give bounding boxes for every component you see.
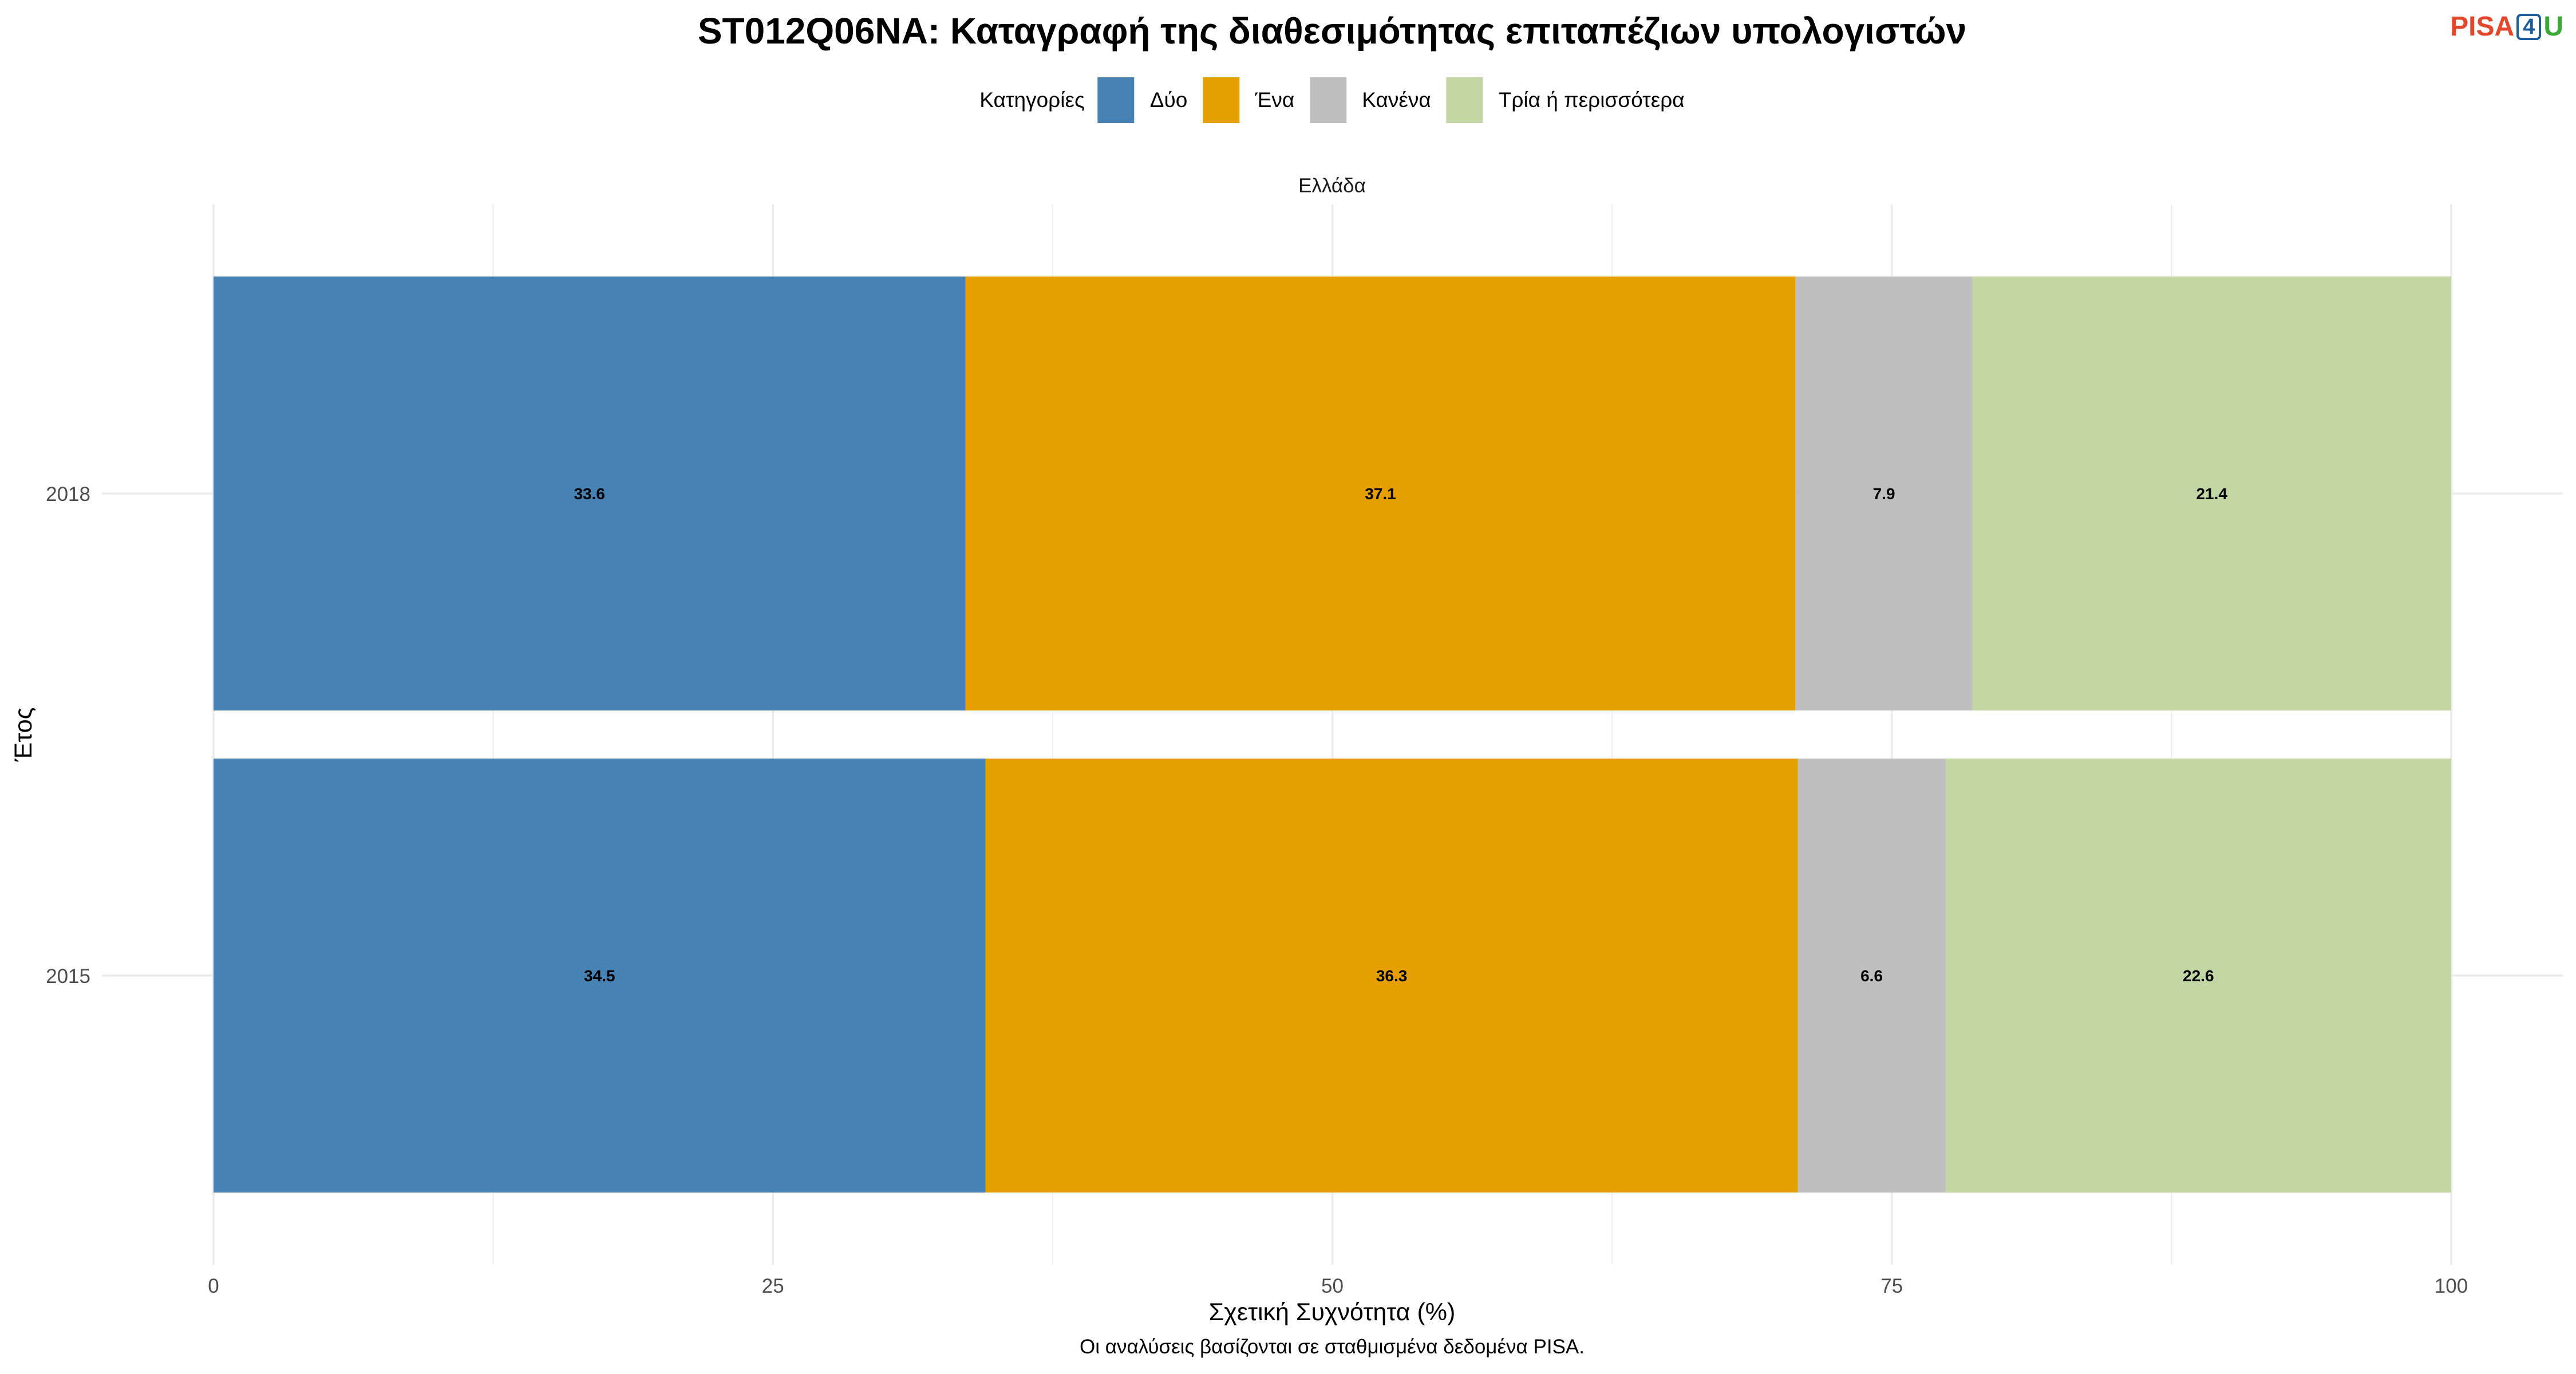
bar-label-2015-series-2: 6.6 — [1860, 967, 1883, 985]
legend-swatch — [1310, 77, 1347, 123]
legend-swatch — [1446, 77, 1483, 123]
legend-item: Δύο — [1097, 77, 1203, 123]
bars-layer — [214, 277, 2451, 1193]
y-axis-ticks: 2018 2015 — [46, 483, 90, 988]
x-tick-label: 0 — [208, 1275, 219, 1297]
caption: Οι αναλύσεις βασίζονται σε σταθμισμένα δ… — [1080, 1336, 1585, 1358]
bar-label-2015-series-3: 22.6 — [2183, 967, 2214, 985]
y-tick-label-2018: 2018 — [46, 483, 90, 506]
bar-label-2015-series-1: 36.3 — [1376, 967, 1408, 985]
bar-2018-series-2 — [1795, 277, 1973, 710]
y-axis-title: Έτος — [10, 708, 37, 763]
bar-label-2018-series-1: 37.1 — [1365, 485, 1396, 503]
facet-label: Ελλάδα — [1298, 175, 1366, 197]
legend-item: Τρία ή περισσότερα — [1446, 77, 1685, 123]
bar-2018-series-3 — [1972, 277, 2451, 710]
logo-text-4: 4 — [2516, 14, 2542, 40]
x-axis-ticks: 0 25 50 75 100 — [208, 1275, 2468, 1297]
x-tick-label: 25 — [762, 1275, 784, 1297]
bar-label-2018-series-2: 7.9 — [1873, 485, 1895, 503]
bar-2018-series-1 — [965, 277, 1796, 710]
legend-title: Κατηγορίες — [979, 88, 1085, 112]
legend-item: Ένα — [1203, 77, 1310, 123]
legend-swatch — [1097, 77, 1135, 123]
chart-title: ST012Q06NA: Καταγραφή της διαθεσιμότητας… — [698, 10, 1966, 52]
logo-text-u: U — [2543, 11, 2563, 42]
legend-label: Ένα — [1255, 88, 1295, 112]
bar-2015-series-2 — [1797, 759, 1946, 1193]
y-tick-label-2015: 2015 — [46, 965, 90, 988]
x-axis-title: Σχετική Συχνότητα (%) — [1209, 1298, 1456, 1326]
legend-label: Δύο — [1149, 88, 1188, 112]
bar-2015-series-1 — [985, 759, 1798, 1193]
bar-2018-series-0 — [214, 277, 966, 710]
legend-label: Κανένα — [1362, 88, 1431, 112]
bar-label-2018-series-0: 33.6 — [574, 485, 605, 503]
legend-item: Κανένα — [1310, 77, 1447, 123]
bar-label-2015-series-0: 34.5 — [584, 967, 615, 985]
legend-swatch — [1203, 77, 1240, 123]
x-tick-label: 100 — [2435, 1275, 2468, 1297]
legend: Κατηγορίες Δύο Ένα Κανένα Τρία ή περισσό… — [979, 77, 1685, 123]
legend-label: Τρία ή περισσότερα — [1498, 88, 1685, 112]
data-labels-layer: 33.6 37.1 7.9 21.4 34.5 36.3 6.6 22.6 — [574, 485, 2227, 985]
logo-text-pisa: PISA — [2450, 11, 2515, 42]
bar-label-2018-series-3: 21.4 — [2196, 485, 2227, 503]
bar-2015-series-0 — [214, 759, 986, 1193]
bar-2015-series-3 — [1945, 759, 2451, 1193]
x-tick-label: 50 — [1321, 1275, 1344, 1297]
pisa4u-logo: PISA 4 U — [2450, 13, 2563, 41]
x-tick-label: 75 — [1880, 1275, 1903, 1297]
